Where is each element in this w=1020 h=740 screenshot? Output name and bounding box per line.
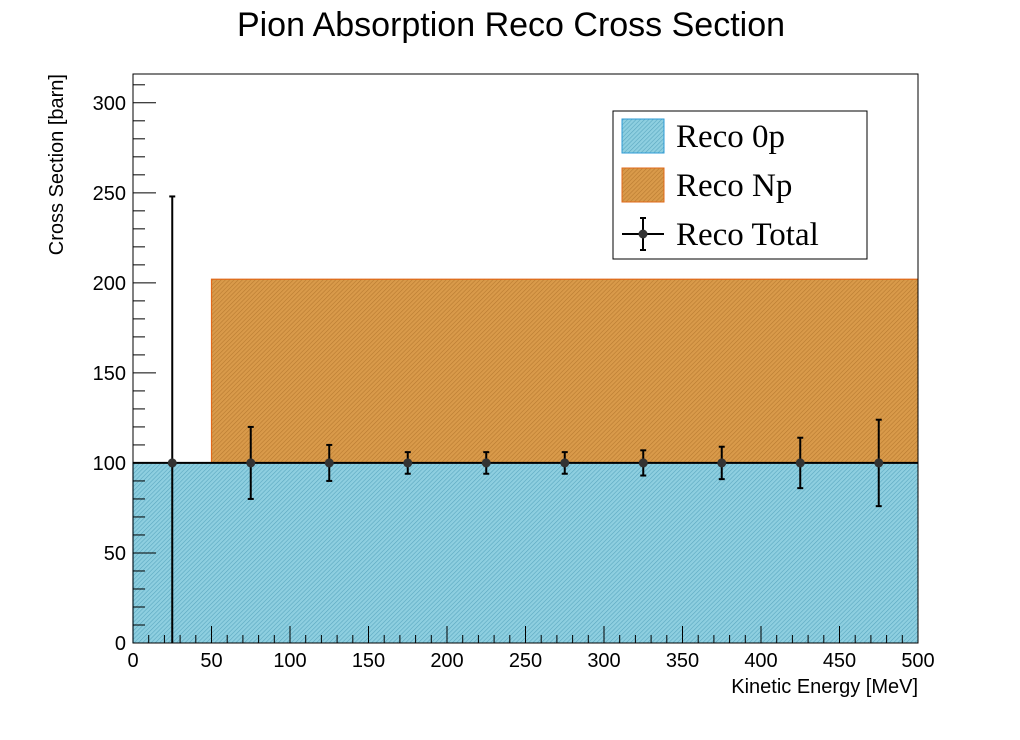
bar-reco-0p — [604, 462, 683, 643]
x-tick-label: 150 — [352, 650, 385, 672]
bar-reco-np — [447, 279, 526, 463]
y-tick-label: 200 — [93, 273, 126, 295]
y-tick-label: 300 — [93, 93, 126, 115]
y-axis-label: Cross Section [barn] — [46, 74, 68, 255]
bar-reco-0p — [525, 462, 604, 643]
bar-reco-np — [604, 279, 683, 463]
bar-reco-0p — [290, 462, 369, 643]
bar-reco-np — [290, 279, 369, 463]
total-point — [638, 458, 648, 468]
y-tick-label: 250 — [93, 183, 126, 205]
legend-swatch — [621, 167, 665, 203]
legend-swatch-marker — [638, 229, 648, 239]
x-tick-label: 300 — [587, 650, 620, 672]
total-point — [560, 458, 570, 468]
legend: Reco 0p Reco Np Reco Total — [612, 110, 868, 260]
x-axis-label: Kinetic Energy [MeV] — [731, 676, 918, 698]
legend-label: Reco Np — [676, 168, 792, 204]
legend-swatch — [621, 118, 665, 154]
bar-reco-0p — [682, 462, 761, 643]
x-tick-label: 450 — [823, 650, 856, 672]
total-point — [403, 458, 413, 468]
x-tick-label: 100 — [273, 650, 306, 672]
y-tick-label: 50 — [104, 543, 126, 565]
x-tick-label: 0 — [127, 650, 138, 672]
bar-reco-0p — [447, 462, 526, 643]
x-tick-label: 350 — [666, 650, 699, 672]
total-point — [795, 458, 805, 468]
bar-reco-np — [525, 279, 604, 463]
total-point — [246, 458, 256, 468]
x-tick-label: 200 — [430, 650, 463, 672]
total-point — [874, 458, 884, 468]
x-tick-label: 500 — [901, 650, 934, 672]
legend-label: Reco Total — [676, 217, 819, 253]
legend-label: Reco 0p — [676, 119, 785, 155]
y-tick-label: 100 — [93, 453, 126, 475]
x-tick-label: 50 — [200, 650, 222, 672]
x-tick-label: 250 — [509, 650, 542, 672]
bar-reco-np — [682, 279, 761, 463]
total-point — [324, 458, 334, 468]
chart-title: Pion Absorption Reco Cross Section — [237, 6, 785, 44]
outline-reco-np — [210, 278, 918, 463]
y-tick-label: 0 — [115, 633, 126, 655]
total-point — [167, 458, 177, 468]
x-tick-label: 400 — [744, 650, 777, 672]
bar-reco-0p — [368, 462, 447, 643]
bar-reco-0p — [761, 462, 840, 643]
total-point — [717, 458, 727, 468]
y-tick-label: 150 — [93, 363, 126, 385]
bar-reco-np — [368, 279, 447, 463]
total-point — [481, 458, 491, 468]
bar-reco-np — [761, 279, 840, 463]
